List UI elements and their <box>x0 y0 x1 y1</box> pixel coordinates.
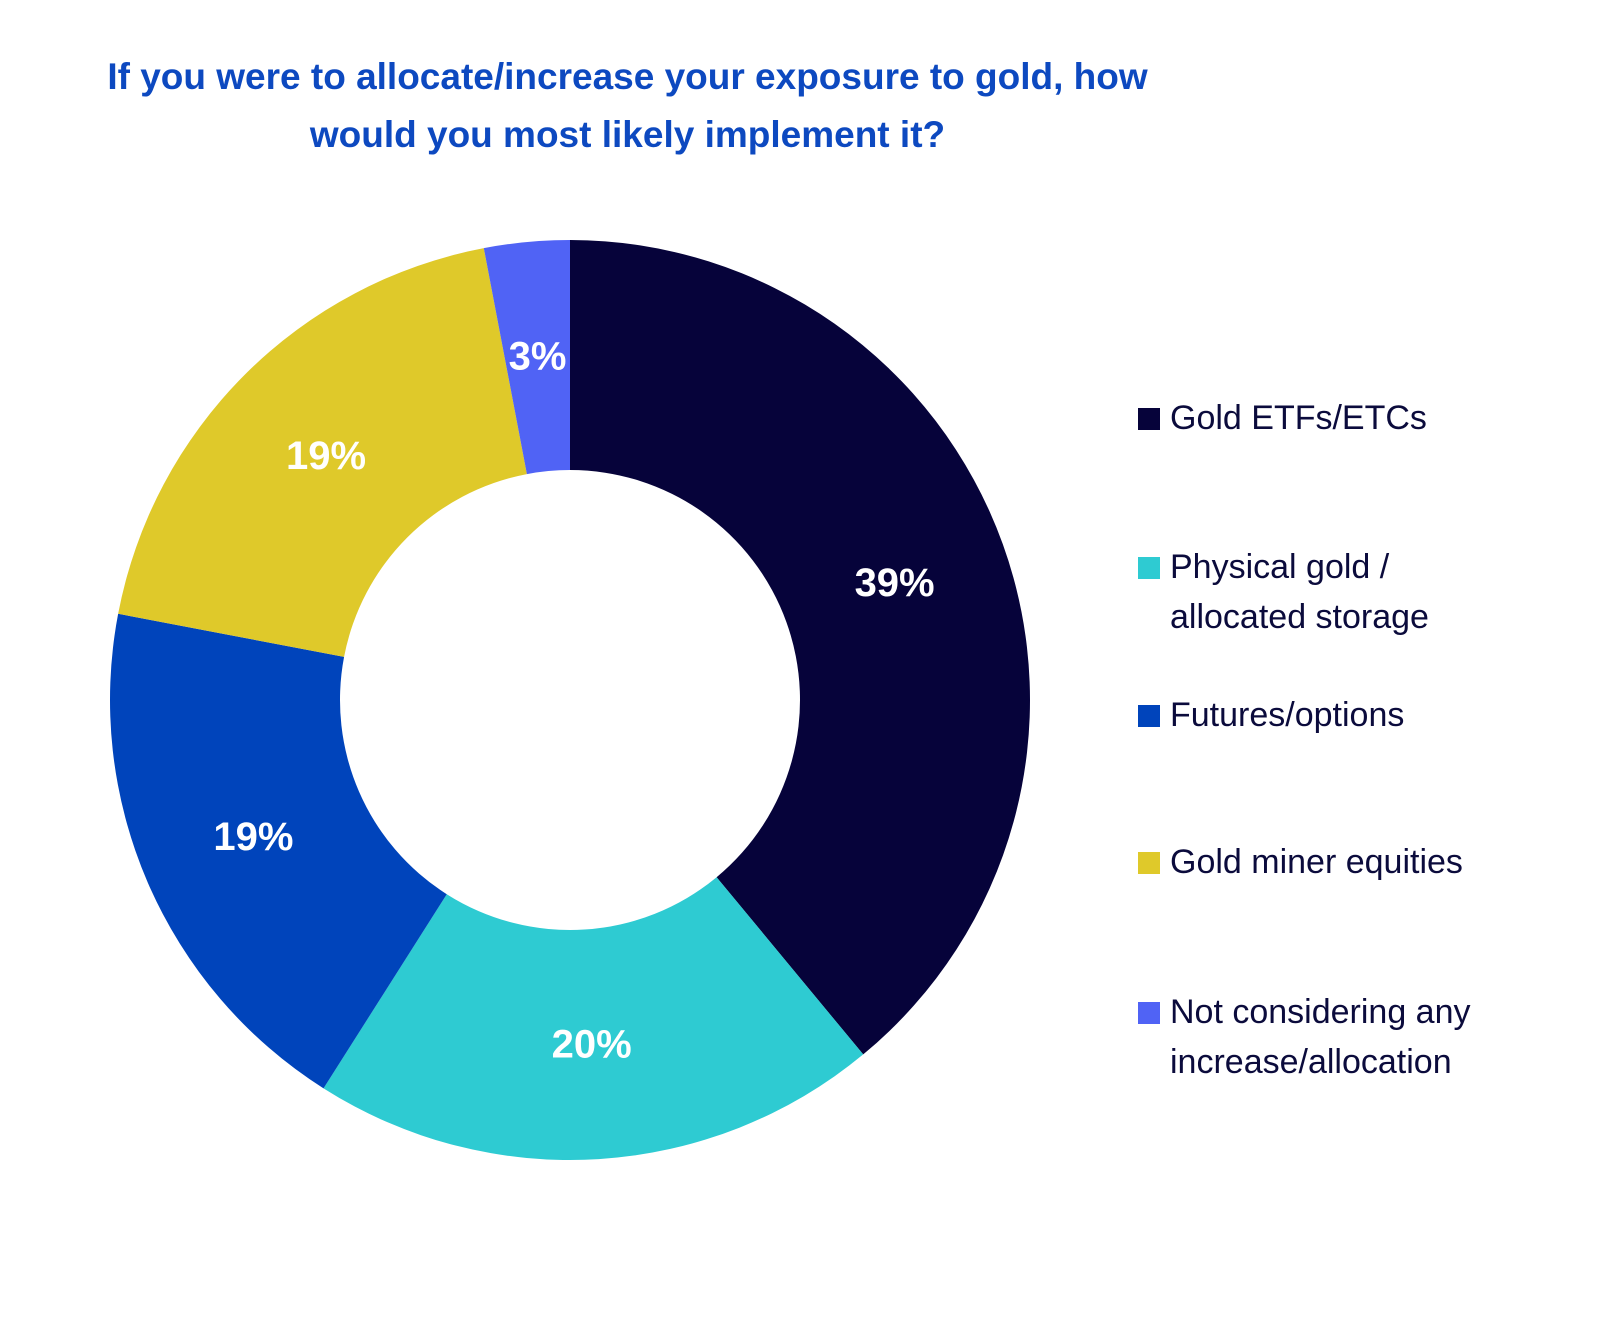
chart-title: If you were to allocate/increase your ex… <box>0 48 1255 164</box>
legend-label: Futures/options <box>1170 690 1404 740</box>
legend-label: Gold miner equities <box>1170 837 1463 887</box>
legend-label-line: Not considering any <box>1170 993 1471 1031</box>
legend-label: Gold ETFs/ETCs <box>1170 393 1427 443</box>
data-label-0: 39% <box>855 561 935 605</box>
donut-slice-3 <box>118 248 527 657</box>
data-label-4: 3% <box>509 335 567 379</box>
data-label-3: 19% <box>286 434 366 478</box>
legend-label-line: Gold ETFs/ETCs <box>1170 399 1427 437</box>
legend-label-line: increase/allocation <box>1170 1043 1452 1081</box>
legend-label-line: allocated storage <box>1170 598 1429 636</box>
legend-swatch <box>1138 852 1160 874</box>
chart-title-line-1: If you were to allocate/increase your ex… <box>107 56 1148 97</box>
legend-label-line: Gold miner equities <box>1170 843 1463 881</box>
legend-swatch <box>1138 557 1160 579</box>
legend-label-line: Futures/options <box>1170 696 1405 734</box>
legend-label: Physical gold / allocated storage <box>1170 542 1429 642</box>
donut-slice-1 <box>323 877 864 1160</box>
legend-swatch <box>1138 408 1160 430</box>
chart-title-line-2: would you most likely implement it? <box>309 114 946 155</box>
donut-slice-2 <box>109 613 447 1089</box>
data-label-2: 19% <box>213 815 293 859</box>
legend-swatch <box>1138 705 1160 727</box>
legend-label: Not considering any increase/allocation <box>1170 987 1471 1087</box>
donut-slice-4 <box>483 240 570 475</box>
donut-slice-0 <box>570 240 1030 1055</box>
data-label-1: 20% <box>552 1022 632 1066</box>
legend-label-line: Physical gold / <box>1170 548 1390 586</box>
legend-swatch <box>1138 1002 1160 1024</box>
